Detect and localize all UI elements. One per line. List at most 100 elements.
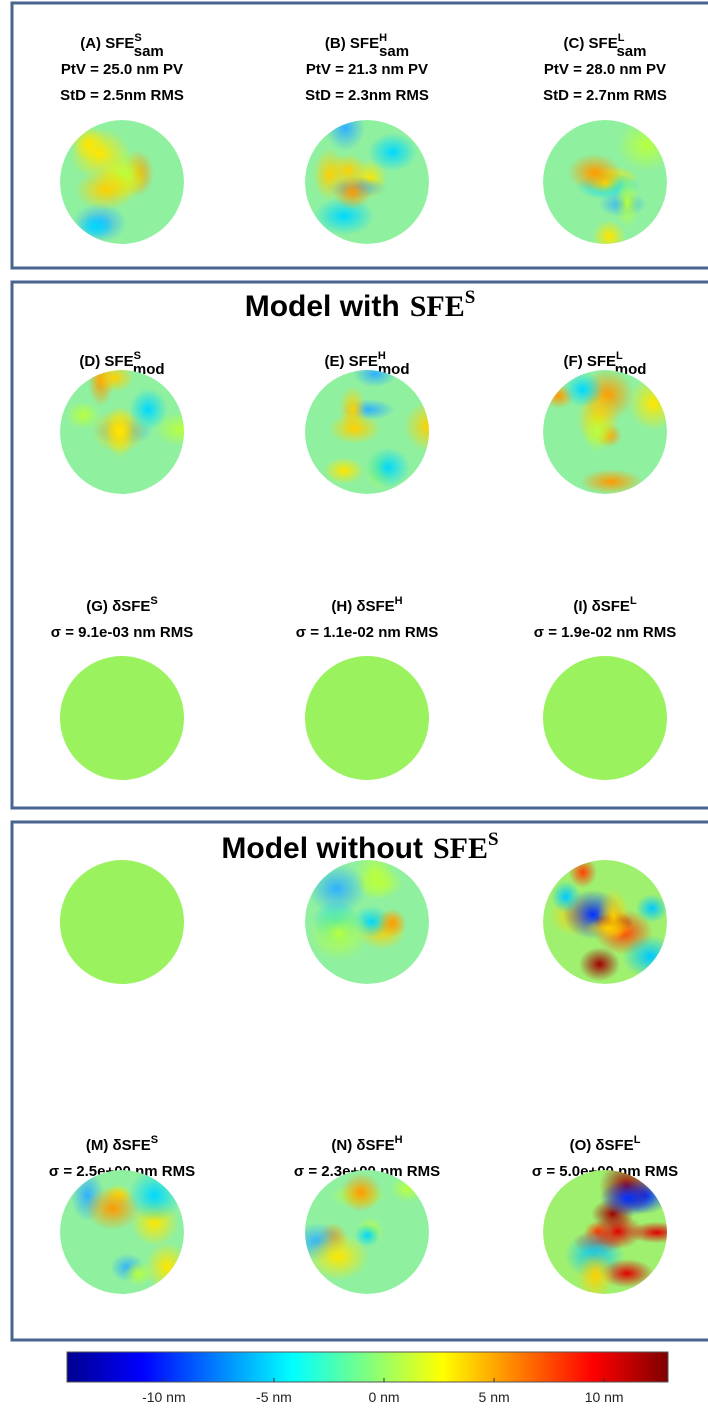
colorbar-tick-label: 10 nm (585, 1389, 624, 1405)
heading-text: Model without (221, 832, 423, 865)
panel-label: (G) δSFES (86, 595, 157, 615)
panel-label: (O) δSFEL (570, 1134, 641, 1154)
label-sup: S (134, 32, 141, 44)
surface-map (543, 370, 667, 494)
map-blob (562, 371, 603, 407)
panel-label: (I) δSFEL (573, 595, 637, 615)
map-blob (583, 918, 633, 939)
section-heading: Model with SFES (245, 287, 476, 323)
map-blob (551, 880, 581, 913)
panel-line: σ = 1.9e-02 nm RMS (534, 624, 676, 641)
panel-label: (H) δSFEH (331, 595, 402, 615)
panel-label: (B) SFEH sam (325, 32, 409, 60)
surface-map (305, 120, 429, 244)
panel-label: (M) δSFES (86, 1134, 158, 1154)
panel-line: σ = 1.1e-02 nm RMS (296, 624, 438, 641)
section-box (10, 1, 708, 270)
panel-line: PtV = 28.0 nm PV (544, 61, 666, 78)
surface-map (60, 120, 184, 244)
map-blob (76, 213, 115, 240)
surface-map (60, 370, 184, 494)
map-blob (84, 1186, 141, 1231)
map-blob (615, 176, 640, 229)
surface-map (543, 860, 667, 984)
map-blob (599, 1258, 654, 1288)
map-blob (627, 1221, 667, 1244)
map-blob (403, 400, 429, 453)
map-blob (635, 894, 667, 923)
map-blob (576, 1249, 614, 1294)
label-text: (N) δSFE (331, 1137, 394, 1154)
map-blob (123, 1261, 154, 1286)
label-sup: S (150, 595, 157, 607)
surface-map (305, 860, 429, 984)
map-disc (543, 656, 667, 780)
map-blob (340, 1172, 382, 1213)
map-blob (129, 388, 168, 431)
map-disc (60, 656, 184, 780)
map-blob (105, 405, 135, 459)
section-heading: Model without SFES (221, 829, 498, 865)
label-sup: H (379, 32, 387, 44)
panel-line: PtV = 25.0 nm PV (61, 61, 183, 78)
map-blob (365, 447, 411, 488)
label-text: (B) SFE (325, 35, 379, 52)
map-blob (307, 905, 371, 962)
surface-map (305, 656, 429, 780)
section-box (10, 820, 708, 1342)
surface-map (60, 860, 184, 984)
map-blob (329, 153, 368, 188)
label-sub: sam (134, 43, 164, 60)
panel-line: StD = 2.3nm RMS (305, 87, 429, 104)
section-box (10, 280, 708, 810)
label-sup: L (616, 350, 623, 362)
map-blob (306, 1232, 370, 1281)
heading-sup: S (488, 829, 499, 850)
label-text: (O) δSFE (570, 1137, 634, 1154)
heading-math: SFE (433, 832, 488, 865)
map-blob (378, 908, 407, 938)
heading-text: Model with (245, 290, 400, 323)
heading-math: SFE (410, 290, 465, 323)
label-text: (F) SFE (564, 353, 617, 370)
map-blob (69, 127, 131, 181)
label-text: (I) δSFE (573, 598, 630, 615)
surface-map (60, 1170, 184, 1294)
colorbar-tick-label: 5 nm (479, 1389, 510, 1405)
map-blob (145, 1242, 184, 1292)
map-disc (305, 656, 429, 780)
colorbar-tick-label: 0 nm (368, 1389, 399, 1405)
panel-line: σ = 9.1e-03 nm RMS (51, 624, 193, 641)
panel-label: (A) SFES sam (80, 32, 164, 60)
label-sup: S (151, 1134, 158, 1146)
label-text: (M) δSFE (86, 1137, 151, 1154)
label-sup: H (395, 595, 403, 607)
label-sub: sam (616, 43, 646, 60)
label-sup: H (395, 1134, 403, 1146)
map-blob (66, 401, 101, 430)
surface-map (543, 656, 667, 780)
panel-line: StD = 2.7nm RMS (543, 87, 667, 104)
label-sup: S (134, 350, 141, 362)
map-blob (74, 169, 137, 210)
map-blob (581, 410, 614, 453)
map-blob (353, 370, 397, 388)
map-blob (579, 468, 643, 494)
surface-map (543, 1170, 667, 1294)
label-sub: sam (379, 43, 409, 60)
map-blob (592, 219, 626, 244)
label-sup: H (378, 350, 386, 362)
heading-sup: S (465, 287, 476, 308)
map-blob (599, 1179, 657, 1217)
map-blob (578, 947, 621, 982)
panel-line: StD = 2.5nm RMS (60, 87, 184, 104)
map-disc (60, 860, 184, 984)
map-blob (153, 411, 184, 447)
map-blob (616, 120, 667, 172)
label-text: (G) δSFE (86, 598, 150, 615)
map-blob (323, 457, 365, 485)
map-blob (628, 376, 667, 431)
label-text: (E) SFE (325, 353, 378, 370)
map-blob (356, 866, 404, 900)
